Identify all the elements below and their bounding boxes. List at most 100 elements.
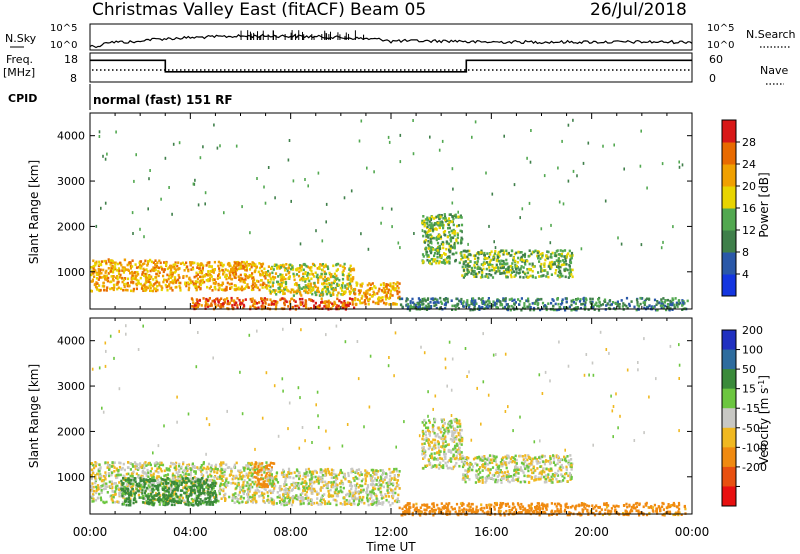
data-cell — [180, 477, 183, 481]
data-cell — [443, 230, 447, 233]
data-cell — [175, 281, 178, 284]
data-cell — [321, 289, 324, 292]
data-cell — [436, 247, 439, 251]
data-cell — [658, 301, 661, 304]
data-cell — [98, 476, 101, 479]
data-cell — [537, 254, 540, 258]
data-cell — [152, 284, 155, 288]
data-cell — [540, 267, 543, 270]
data-cell — [219, 284, 222, 287]
data-cell — [193, 275, 196, 279]
data-cell — [189, 263, 192, 267]
data-cell — [383, 478, 386, 481]
data-cell — [112, 283, 116, 287]
data-cell — [178, 468, 181, 472]
data-cell — [206, 285, 209, 289]
data-cell — [300, 277, 304, 280]
data-cell — [458, 261, 461, 265]
data-cell — [173, 488, 176, 491]
data-cell — [278, 486, 281, 490]
data-cell — [325, 304, 328, 307]
data-cell — [514, 263, 517, 267]
data-cell — [335, 269, 338, 273]
data-cell — [234, 492, 237, 495]
data-cell — [526, 156, 528, 160]
data-cell — [441, 224, 444, 227]
data-cell — [240, 287, 243, 291]
data-cell — [509, 308, 512, 312]
data-cell — [225, 274, 228, 278]
data-cell — [114, 474, 117, 478]
data-cell — [184, 472, 187, 475]
data-cell — [194, 472, 197, 475]
data-cell — [346, 301, 349, 304]
data-cell — [279, 273, 282, 276]
data-cell — [377, 487, 380, 491]
data-cell — [256, 286, 259, 290]
data-cell — [187, 281, 190, 284]
data-cell — [265, 285, 268, 289]
data-cell — [574, 306, 578, 309]
data-cell — [368, 297, 371, 301]
data-cell — [541, 269, 544, 272]
data-cell — [494, 266, 497, 269]
data-cell — [671, 297, 674, 300]
data-cell — [672, 298, 675, 302]
data-cell — [257, 480, 260, 484]
data-cell — [296, 304, 299, 308]
data-cell — [190, 261, 193, 264]
data-cell — [388, 467, 391, 471]
data-cell — [221, 479, 224, 482]
data-cell — [389, 292, 392, 296]
data-cell — [460, 216, 463, 219]
data-cell — [210, 474, 213, 478]
data-cell — [157, 478, 160, 481]
data-cell — [450, 229, 453, 233]
data-cell — [126, 288, 129, 292]
data-cell — [598, 301, 601, 304]
data-cell — [160, 461, 163, 465]
data-cell — [258, 490, 261, 493]
data-cell — [350, 287, 353, 290]
data-cell — [633, 305, 636, 309]
data-cell — [187, 485, 190, 489]
data-cell — [478, 308, 481, 311]
data-cell — [190, 503, 193, 506]
data-cell — [385, 283, 388, 286]
data-cell — [675, 303, 678, 307]
data-cell — [424, 230, 427, 234]
data-cell — [294, 486, 297, 489]
data-cell — [391, 496, 394, 500]
data-cell — [138, 496, 141, 499]
data-cell — [217, 499, 220, 503]
data-cell — [352, 277, 355, 281]
data-cell — [261, 483, 264, 486]
data-cell — [539, 257, 542, 260]
data-cell — [158, 259, 161, 263]
data-cell — [166, 267, 169, 271]
data-cell — [323, 265, 326, 268]
data-cell — [205, 273, 208, 276]
data-cell — [421, 300, 424, 303]
data-cell — [455, 238, 458, 241]
data-cell — [558, 200, 561, 204]
data-cell — [108, 468, 111, 471]
data-cell — [135, 500, 138, 504]
data-cell — [479, 267, 482, 271]
data-cell — [448, 245, 451, 248]
data-cell — [164, 283, 167, 287]
data-cell — [338, 278, 341, 282]
data-cell — [589, 300, 592, 304]
data-cell — [98, 492, 101, 496]
data-cell — [133, 494, 136, 498]
data-cell — [519, 299, 522, 303]
data-cell — [162, 280, 165, 284]
data-cell — [161, 478, 164, 481]
data-cell — [371, 489, 374, 492]
data-cell — [257, 483, 260, 487]
data-cell — [523, 253, 526, 257]
data-cell — [201, 278, 204, 282]
data-cell — [440, 242, 443, 246]
data-cell — [484, 275, 487, 278]
data-cell — [197, 496, 200, 500]
